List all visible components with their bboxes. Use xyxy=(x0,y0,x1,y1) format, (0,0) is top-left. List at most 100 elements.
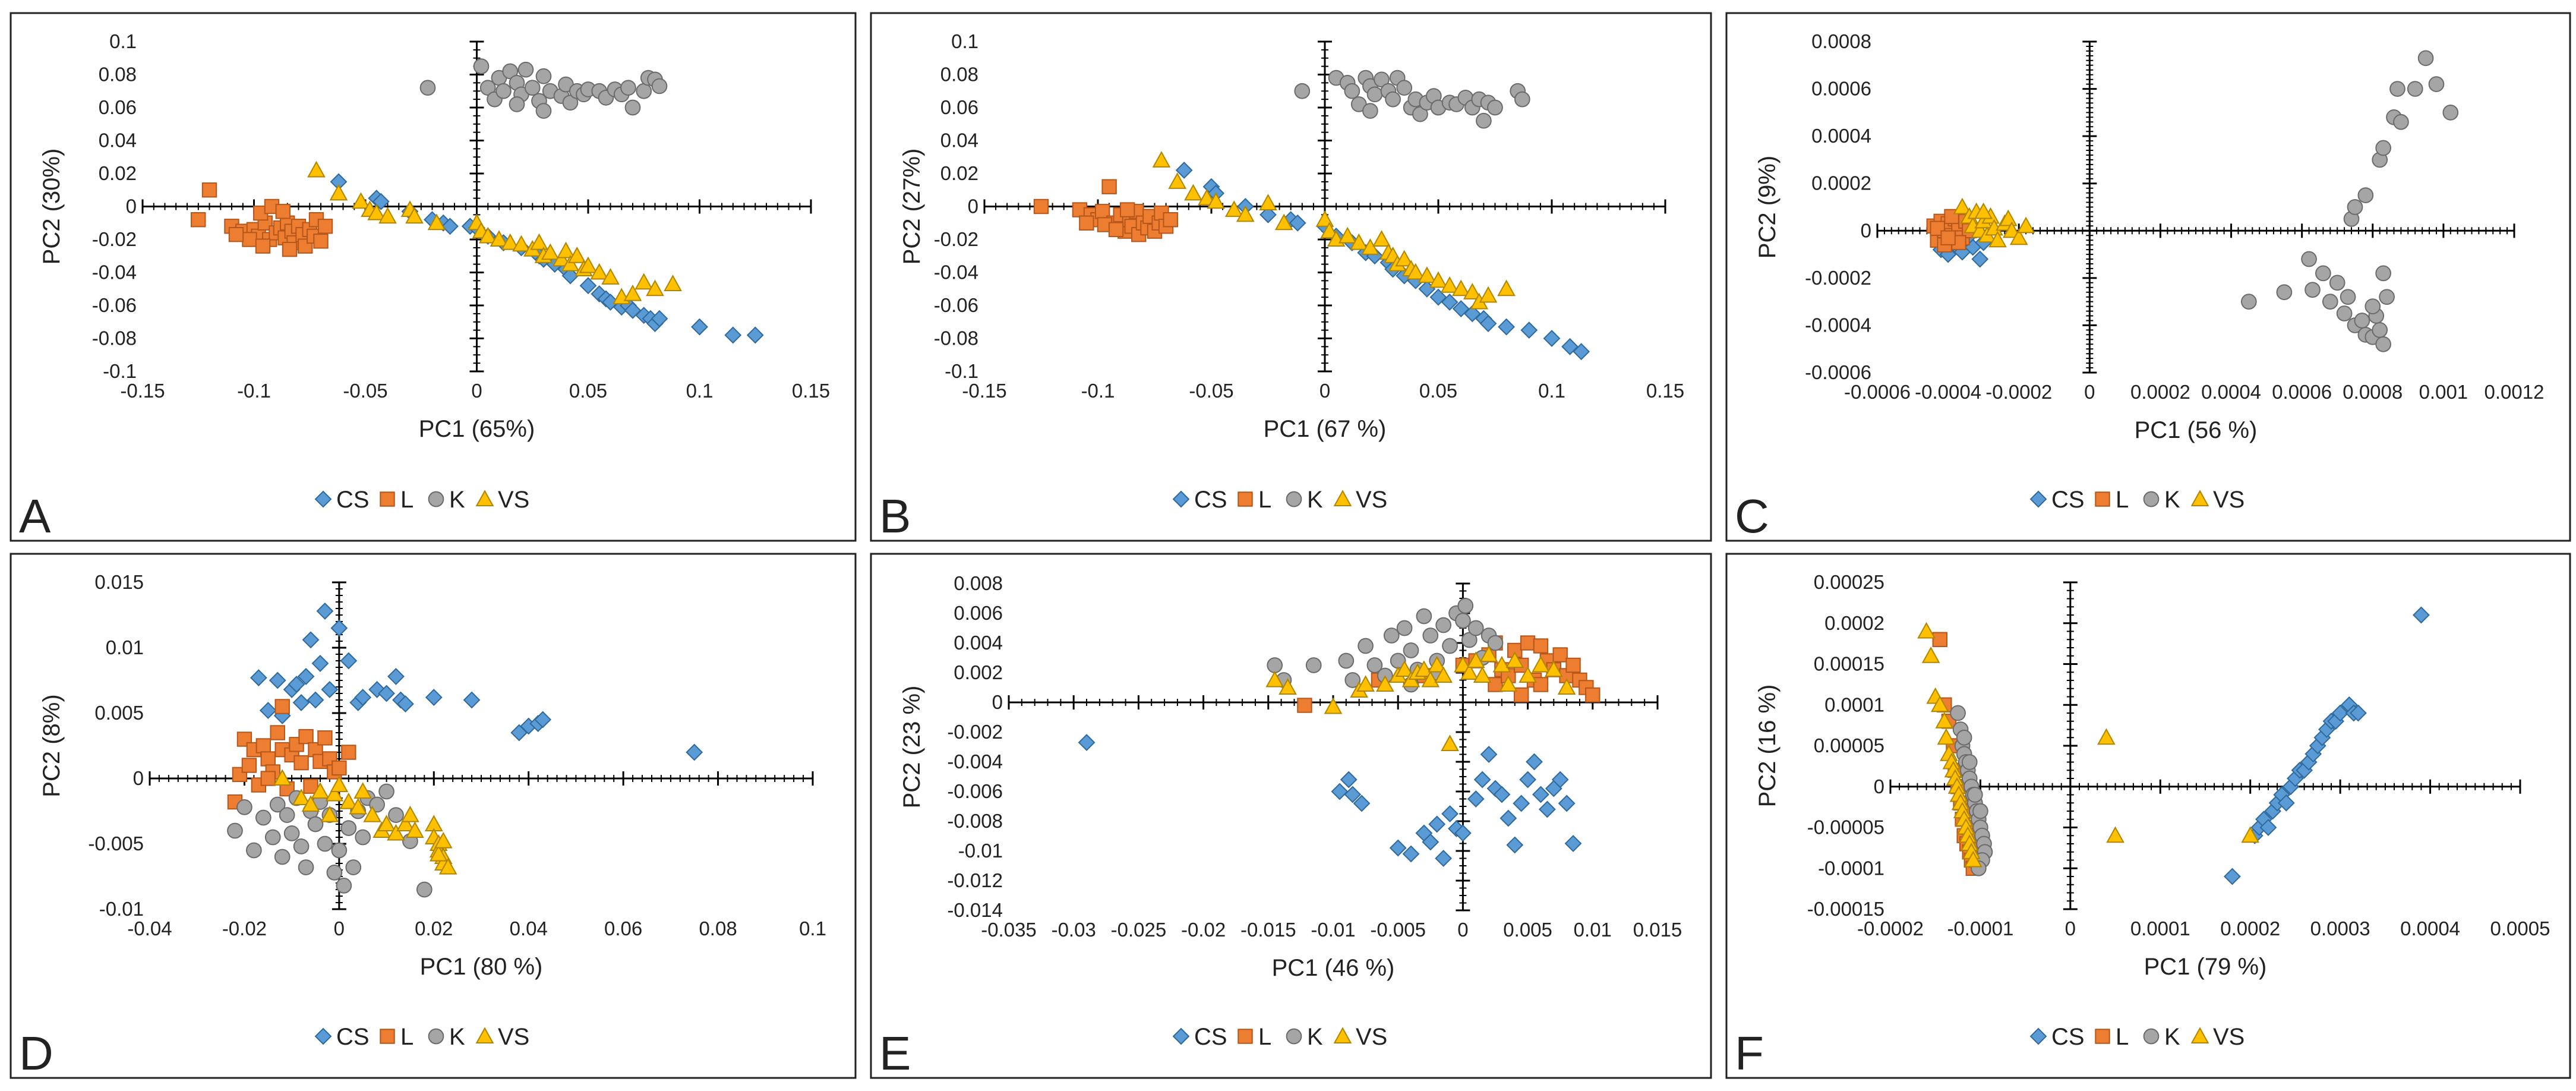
x-tick-label: 0.06 xyxy=(604,917,642,939)
data-point-vs xyxy=(2016,216,2035,234)
y-axis-title: PC2 (30%) xyxy=(39,149,65,265)
panel-e: -0.035 -0.03 -0.025 -0.02 -0.015 -0.01 -0.005 0… xyxy=(870,553,1712,1080)
data-point-vs xyxy=(1349,233,1368,250)
data-point-vs xyxy=(434,831,453,849)
x-tick-label: 0.1 xyxy=(1538,380,1565,402)
data-point-cs xyxy=(1538,800,1556,818)
diamond-icon xyxy=(1172,490,1190,508)
data-point-cs xyxy=(302,631,320,649)
data-point-l xyxy=(274,699,290,714)
data-point-k xyxy=(1294,83,1311,99)
data-point-l xyxy=(228,226,244,242)
data-point-k xyxy=(283,825,300,841)
x-tick-label: 0 xyxy=(1457,919,1468,941)
data-point-k xyxy=(2389,81,2405,97)
legend-label-cs: CS xyxy=(1194,1024,1227,1050)
triangle-icon xyxy=(2190,490,2209,507)
data-point-k xyxy=(1455,613,1471,629)
data-point-vs xyxy=(401,805,419,822)
data-point-k xyxy=(1956,729,1972,746)
data-point-vs xyxy=(2097,728,2116,745)
square-icon xyxy=(1238,491,1253,507)
data-point-k xyxy=(274,849,291,865)
data-point-l xyxy=(317,219,333,234)
data-point-vs xyxy=(311,782,330,799)
data-point-vs xyxy=(1557,678,1576,695)
diamond-icon xyxy=(2029,490,2047,508)
x-tick-label: 0 xyxy=(2084,381,2095,403)
data-point-cs xyxy=(463,691,481,709)
y-tick-label: -0.008 xyxy=(947,810,1003,832)
data-point-k xyxy=(2365,298,2381,314)
data-point-k xyxy=(1435,617,1451,633)
data-point-k xyxy=(1396,80,1413,96)
data-point-cs xyxy=(311,654,329,672)
data-point-l xyxy=(341,745,356,760)
y-axis-title: PC2 (9%) xyxy=(1754,156,1781,258)
y-tick-label: 0.0008 xyxy=(1811,30,1871,52)
data-point-vs xyxy=(1463,283,1482,299)
data-point-k xyxy=(2375,140,2391,156)
data-point-vs xyxy=(512,235,531,252)
data-point-k xyxy=(620,80,636,96)
data-point-cs xyxy=(1498,318,1516,336)
series-vs xyxy=(307,160,682,305)
y-axis-title: PC2 (16 %) xyxy=(1754,685,1781,808)
circle-icon xyxy=(2143,491,2160,507)
data-point-cs xyxy=(1519,771,1537,789)
x-tick-label: 0.05 xyxy=(1419,380,1457,402)
legend-label-vs: VS xyxy=(498,1024,529,1050)
legend-label-k: K xyxy=(449,1024,465,1050)
panel-letter: A xyxy=(19,490,51,543)
data-point-k xyxy=(255,809,272,826)
data-point-cs xyxy=(397,695,414,713)
data-point-cs xyxy=(1441,294,1459,311)
y-tick-label: 0 xyxy=(126,196,137,217)
data-point-l xyxy=(1119,202,1135,217)
y-tick-label: 0 xyxy=(992,691,1003,713)
data-point-vs xyxy=(406,821,424,838)
panel-frame xyxy=(870,12,1712,542)
data-point-vs xyxy=(634,273,654,290)
data-point-cs xyxy=(1340,771,1358,789)
data-point-vs xyxy=(292,789,311,806)
data-point-cs xyxy=(354,689,372,707)
data-point-k xyxy=(336,878,352,894)
y-tick-label: 0.006 xyxy=(954,602,1003,624)
data-point-cs xyxy=(1520,321,1538,339)
data-point-k xyxy=(2379,289,2395,305)
data-point-k xyxy=(1972,803,1988,819)
diamond-icon xyxy=(314,1027,332,1045)
data-point-k xyxy=(2322,294,2338,310)
data-point-l xyxy=(317,730,333,746)
data-point-vs xyxy=(1441,734,1459,752)
data-point-k xyxy=(1442,638,1458,654)
y-tick-label: -0.0002 xyxy=(1805,267,1871,289)
y-tick-label: -0.04 xyxy=(92,261,137,283)
data-point-vs xyxy=(273,769,292,786)
data-point-vs xyxy=(1499,675,1518,692)
data-point-vs xyxy=(1492,655,1511,673)
x-tick-label: 0.0001 xyxy=(2130,917,2190,939)
y-tick-label: -0.0001 xyxy=(1818,857,1884,879)
data-point-vs xyxy=(1497,279,1516,297)
legend-label-k: K xyxy=(2164,1024,2180,1050)
data-point-l xyxy=(1552,647,1568,663)
data-point-vs xyxy=(377,815,396,832)
y-tick-label: 0.0001 xyxy=(1824,693,1884,715)
data-point-k xyxy=(535,68,552,84)
data-point-cs xyxy=(321,680,339,698)
data-point-vs xyxy=(1315,210,1334,227)
x-tick-label: 0.0002 xyxy=(2130,381,2190,403)
x-tick-label: -0.1 xyxy=(237,380,271,402)
data-point-vs xyxy=(1361,238,1379,255)
data-point-vs xyxy=(567,247,586,263)
x-tick-label: 0.015 xyxy=(1633,919,1682,941)
x-tick-label: -0.0001 xyxy=(1947,917,2013,939)
legend-label-k: K xyxy=(1307,1024,1323,1050)
data-point-l xyxy=(282,241,298,257)
triangle-icon xyxy=(1333,490,1352,507)
y-tick-label: -0.01 xyxy=(99,898,144,920)
legend-label-l: L xyxy=(1258,487,1271,513)
data-point-k xyxy=(326,865,343,881)
